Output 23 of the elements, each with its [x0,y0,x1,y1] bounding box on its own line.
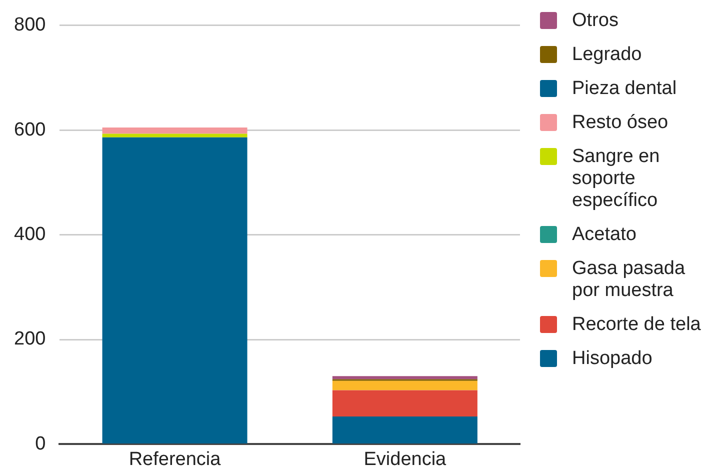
legend-label: Pieza dental [572,78,677,100]
legend-label: Acetato [572,224,636,246]
legend-label: Legrado [572,44,642,66]
legend-label: Resto óseo [572,112,668,134]
y-tick-label: 200 [14,328,46,350]
bar [102,127,248,134]
y-tick-label: 800 [14,14,46,36]
bar [332,416,478,444]
bar [332,376,478,380]
legend-label: Sangre en soporte específico [572,146,661,212]
bar [102,137,248,444]
bar [102,134,248,138]
x-tick-label: Evidencia [364,448,447,470]
legend-label: Recorte de tela [572,314,701,336]
bar [332,380,478,390]
legend-label: Otros [572,10,618,32]
legend-label: Hisopado [572,348,652,370]
bar [332,390,478,416]
legend-label: Gasa pasada por muestra [572,258,686,302]
y-tick-label: 600 [14,119,46,140]
y-tick-label: 0 [35,433,46,454]
y-tick-label: 400 [14,224,46,246]
x-tick-label: Referencia [128,448,222,470]
